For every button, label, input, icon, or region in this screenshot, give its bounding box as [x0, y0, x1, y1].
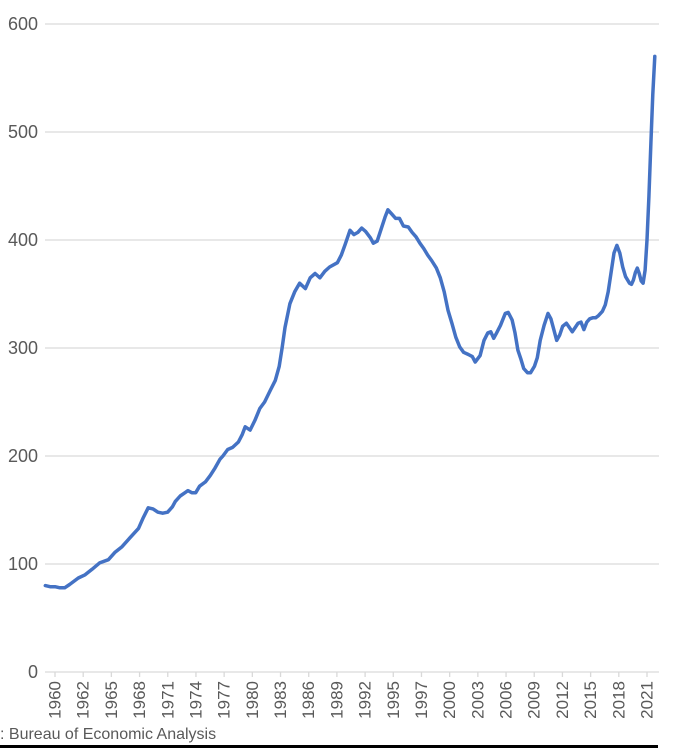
x-axis-labels: 1960 1962 1965 1968 1971 1974 1977 1980 1983 1986… [46, 681, 657, 719]
x-tick-label: 1992 [356, 681, 375, 719]
x-tick-label: 1977 [215, 681, 234, 719]
bottom-divider-rule [0, 745, 658, 748]
y-tick-label: 100 [8, 554, 38, 574]
data-series-line [43, 54, 657, 590]
x-tick-label: 1983 [271, 681, 290, 719]
y-axis-labels: 0 100 200 300 400 500 600 [8, 14, 38, 682]
y-tick-label: 300 [8, 338, 38, 358]
source-note: : Bureau of Economic Analysis [0, 726, 217, 743]
x-tick-label: 1997 [412, 681, 431, 719]
x-tick-label: 1968 [130, 681, 149, 719]
x-tick-label: 2012 [553, 681, 572, 719]
x-tick-label: 2018 [609, 681, 628, 719]
x-tick-label: 1995 [384, 681, 403, 719]
x-tick-label: 2003 [468, 681, 487, 719]
x-tick-label: 1960 [46, 681, 65, 719]
x-tick-label: 1986 [299, 681, 318, 719]
x-tick-label: 2009 [525, 681, 544, 719]
x-tick-label: 2006 [497, 681, 516, 719]
y-tick-label: 0 [28, 662, 38, 682]
y-tick-label: 200 [8, 446, 38, 466]
x-tick-label: 1971 [158, 681, 177, 719]
x-tick-label: 2021 [638, 681, 657, 719]
y-tick-label: 500 [8, 122, 38, 142]
y-tick-label: 400 [8, 230, 38, 250]
y-tick-label: 600 [8, 14, 38, 34]
x-tick-label: 1974 [186, 681, 205, 719]
x-tick-label: 1965 [102, 681, 121, 719]
x-tick-label: 1989 [327, 681, 346, 719]
x-tick-label: 1980 [243, 681, 262, 719]
gridlines [45, 23, 659, 673]
x-tick-label: 2015 [581, 681, 600, 719]
x-tick-label: 1962 [74, 681, 93, 719]
x-tick-label: 2000 [440, 681, 459, 719]
x-axis-tick-marks [54, 672, 648, 677]
